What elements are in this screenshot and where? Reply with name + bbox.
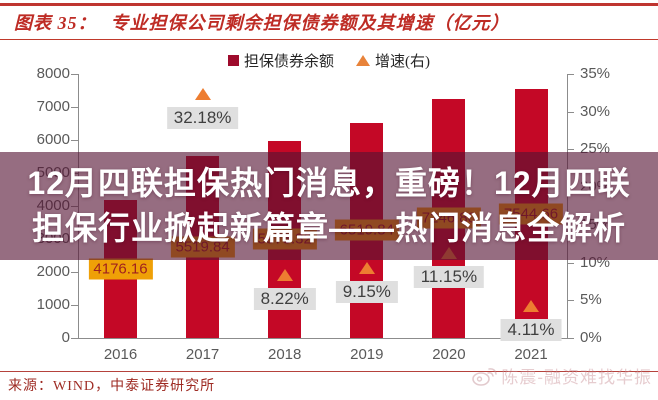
left-axis-tick-label: 2000 (36, 263, 70, 280)
growth-triangle-marker (358, 261, 375, 274)
growth-percent-label: 9.15% (335, 280, 398, 303)
left-axis-tick (71, 272, 78, 273)
x-axis-category-label: 2018 (268, 346, 302, 363)
footer-rule (0, 371, 658, 372)
left-axis-tick (71, 305, 78, 306)
right-axis-tick (567, 149, 574, 151)
left-axis-tick (71, 140, 78, 141)
balance-value-label: 4176.16 (88, 258, 153, 280)
x-axis-category-label: 2021 (514, 346, 548, 363)
x-axis-line (78, 338, 568, 339)
figure-number: 图表 35： (14, 13, 97, 33)
x-axis-category-label: 2016 (103, 346, 138, 363)
left-axis-tick-label: 1000 (36, 296, 70, 313)
growth-triangle-marker (523, 299, 539, 312)
bar-series-swatch-icon (227, 55, 239, 66)
right-axis-tick-label: 30% (580, 102, 611, 120)
right-axis-tick (567, 262, 574, 264)
left-axis-tick (71, 338, 78, 339)
growth-triangle-marker (194, 88, 211, 101)
growth-percent-label: 32.18% (166, 107, 239, 130)
chart-legend: 担保债券余额 增速(右) (0, 50, 658, 71)
page-title: 图表 35： 专业担保公司剩余担保债券额及其增速（亿元） (14, 9, 644, 35)
watermark: 陈震-融资难找华振 (471, 363, 652, 388)
figure-title-text: 专业担保公司剩余担保债券额及其增速（亿元） (110, 13, 510, 33)
x-axis-category-label: 2017 (185, 346, 220, 363)
header-top-rule (0, 3, 658, 6)
growth-percent-label: 4.11% (500, 318, 562, 341)
growth-percent-label: 8.22% (253, 287, 316, 310)
x-axis-category-label: 2020 (432, 346, 466, 363)
right-axis-tick (567, 74, 574, 75)
left-axis-tick-label: 0 (61, 329, 70, 346)
left-axis-tick (71, 74, 78, 75)
left-axis-tick (71, 107, 78, 108)
weibo-icon (472, 367, 498, 386)
right-axis-tick-label: 5% (580, 291, 602, 309)
right-axis-tick (567, 338, 574, 339)
left-axis-tick-label: 8000 (36, 65, 70, 82)
triangle-marker-icon (356, 55, 370, 66)
right-axis-tick (567, 300, 574, 302)
right-axis-tick-label: 35% (580, 65, 611, 82)
right-axis-tick (567, 111, 574, 113)
news-banner-line1: 12月四联担保热门消息，重磅！12月四联 (27, 165, 631, 201)
news-banner-line2: 担保行业掀起新篇章——热门消息全解析 (31, 210, 626, 246)
x-axis-category-label: 2019 (350, 346, 384, 363)
left-axis-tick-label: 6000 (36, 131, 70, 148)
news-banner-overlay: 12月四联担保热门消息，重磅！12月四联 担保行业掀起新篇章——热门消息全解析 (0, 152, 658, 260)
legend-item-balance: 担保债券余额 (227, 50, 334, 71)
legend-item-growth: 增速(右) (356, 50, 430, 71)
growth-percent-label: 11.15% (413, 265, 485, 288)
legend-label-balance: 担保债券余额 (243, 54, 334, 70)
legend-label-growth: 增速(右) (375, 54, 430, 70)
left-axis-tick-label: 7000 (36, 98, 70, 115)
growth-triangle-marker (276, 268, 293, 281)
right-axis-tick-label: 0% (580, 329, 602, 346)
watermark-text: 陈震-融资难找华振 (501, 368, 652, 387)
source-attribution: 来源：WIND，中泰证券研究所 (8, 379, 216, 394)
header-bottom-rule (0, 39, 658, 40)
